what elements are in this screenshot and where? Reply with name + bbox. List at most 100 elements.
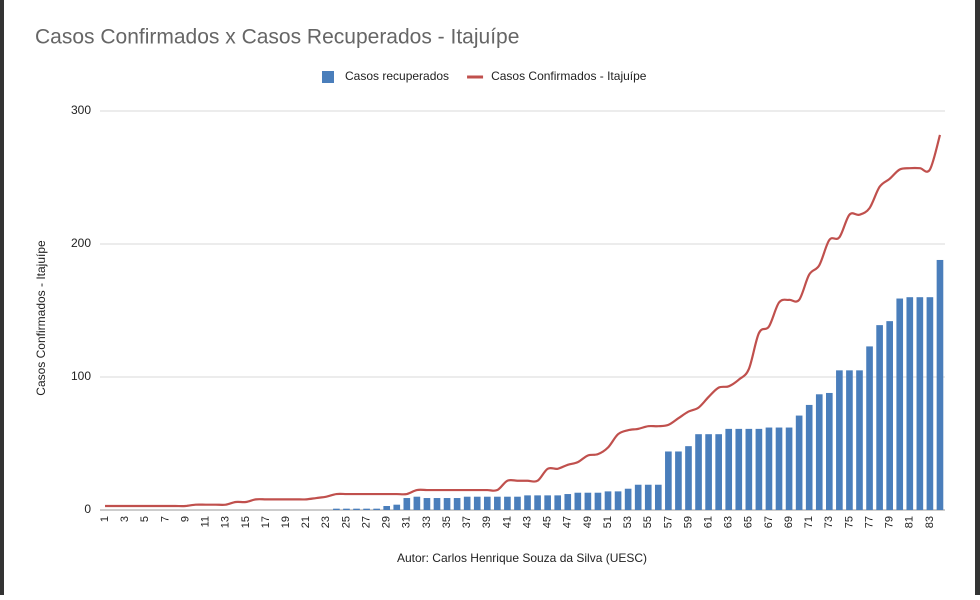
bar xyxy=(473,496,481,510)
bar xyxy=(594,492,602,510)
bar xyxy=(343,508,350,510)
x-tick-label: 39 xyxy=(481,516,493,528)
bar xyxy=(614,491,622,510)
bar xyxy=(423,498,431,510)
bar xyxy=(574,492,582,510)
bar xyxy=(403,498,411,510)
bar xyxy=(544,495,551,510)
x-tick-label: 33 xyxy=(421,516,433,528)
screen-edge xyxy=(975,0,980,595)
x-tick-label: 69 xyxy=(783,516,795,528)
x-tick-label: 55 xyxy=(642,516,654,528)
x-tick-label: 77 xyxy=(863,516,875,528)
bar xyxy=(373,508,380,510)
bar xyxy=(524,495,531,510)
bar xyxy=(584,492,592,510)
bar xyxy=(906,297,914,510)
bar xyxy=(846,370,853,510)
chart-title: Casos Confirmados x Casos Recuperados - … xyxy=(35,26,519,49)
bar xyxy=(504,496,511,510)
bar xyxy=(886,321,893,510)
bar xyxy=(916,297,924,510)
x-tick-label: 49 xyxy=(582,516,594,528)
bar xyxy=(836,370,843,510)
bar xyxy=(815,394,823,510)
x-tick-label: 63 xyxy=(723,516,735,528)
bar xyxy=(554,495,562,510)
x-tick-label: 11 xyxy=(200,516,212,527)
x-tick-label: 29 xyxy=(381,516,393,528)
x-tick-label: 21 xyxy=(300,516,312,528)
bar xyxy=(926,297,934,510)
x-tick-label: 25 xyxy=(340,516,352,528)
bar xyxy=(604,491,612,510)
bar xyxy=(564,494,572,510)
x-tick-label: 47 xyxy=(562,516,574,528)
x-tick-label: 35 xyxy=(441,516,453,528)
bar xyxy=(705,434,712,510)
screen-edge xyxy=(0,0,4,595)
x-tick-label: 5 xyxy=(139,516,151,522)
x-axis-label: Autor: Carlos Henrique Souza da Silva (U… xyxy=(397,551,647,565)
x-tick-label: 43 xyxy=(521,516,533,528)
x-tick-label: 65 xyxy=(743,516,755,528)
x-tick-label: 1 xyxy=(99,516,111,522)
x-tick-label: 73 xyxy=(823,516,835,528)
x-tick-label: 9 xyxy=(179,516,191,522)
bar xyxy=(353,508,360,510)
bar xyxy=(534,495,541,510)
x-tick-label: 15 xyxy=(240,516,252,528)
y-tick-label: 200 xyxy=(71,236,91,250)
bar xyxy=(755,428,763,510)
bar xyxy=(624,488,632,510)
legend-swatch xyxy=(322,71,334,83)
x-tick-label: 37 xyxy=(461,516,473,528)
bar xyxy=(735,428,743,510)
bar xyxy=(675,451,682,510)
bar xyxy=(654,484,662,510)
y-tick-label: 300 xyxy=(71,103,91,117)
bar xyxy=(765,427,773,510)
bar xyxy=(896,298,904,510)
bar xyxy=(785,427,793,510)
line xyxy=(105,134,942,508)
bar xyxy=(745,428,753,510)
bar xyxy=(383,506,391,510)
x-tick-label: 23 xyxy=(320,516,332,528)
bar xyxy=(805,404,813,510)
x-tick-label: 51 xyxy=(602,516,614,528)
x-tick-label: 17 xyxy=(260,516,272,528)
legend-label: Casos recuperados xyxy=(345,69,449,83)
x-tick-label: 57 xyxy=(662,516,674,528)
bar xyxy=(715,434,722,510)
bar xyxy=(856,370,863,510)
y-axis-label: Casos Confirmados - Itajuípe xyxy=(34,240,48,396)
bar xyxy=(725,428,733,510)
x-tick-label: 27 xyxy=(360,516,372,528)
x-tick-label: 7 xyxy=(159,516,171,522)
x-tick-label: 75 xyxy=(843,516,855,528)
x-tick-label: 31 xyxy=(401,516,413,528)
x-tick-label: 59 xyxy=(682,516,694,528)
x-tick-label: 83 xyxy=(924,516,936,528)
bar xyxy=(393,504,401,510)
bar xyxy=(825,392,833,510)
bar xyxy=(644,484,652,510)
x-tick-label: 67 xyxy=(763,516,775,528)
bar xyxy=(876,325,883,510)
x-tick-label: 53 xyxy=(622,516,634,528)
x-tick-label: 61 xyxy=(703,516,715,528)
x-tick-label: 71 xyxy=(803,516,815,528)
y-tick-label: 100 xyxy=(71,369,91,383)
bar xyxy=(413,496,421,510)
bar xyxy=(866,346,873,510)
bar xyxy=(483,496,491,510)
legend-label: Casos Confirmados - Itajuípe xyxy=(491,69,647,83)
x-tick-label: 13 xyxy=(220,516,232,528)
bar xyxy=(634,484,642,510)
x-tick-label: 79 xyxy=(884,516,896,528)
bar xyxy=(685,446,692,510)
bar xyxy=(333,508,340,510)
x-tick-label: 81 xyxy=(904,516,916,528)
bar xyxy=(795,415,803,510)
